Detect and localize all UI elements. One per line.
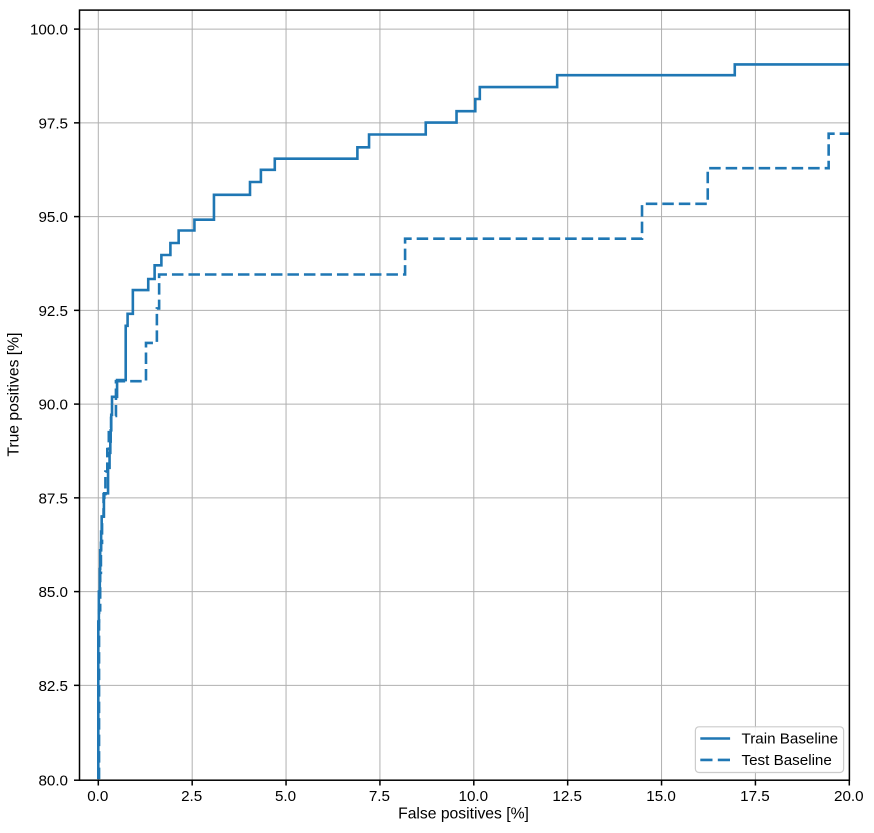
svg-text:True positives [%]: True positives [%] — [6, 333, 23, 457]
svg-text:92.5: 92.5 — [38, 303, 68, 320]
svg-text:12.5: 12.5 — [552, 788, 582, 805]
svg-text:17.5: 17.5 — [740, 788, 770, 805]
svg-text:10.0: 10.0 — [459, 788, 489, 805]
svg-text:85.0: 85.0 — [38, 584, 68, 601]
svg-text:100.0: 100.0 — [30, 22, 68, 39]
svg-text:Test Baseline: Test Baseline — [742, 752, 832, 769]
svg-text:20.0: 20.0 — [834, 788, 864, 805]
svg-text:0.0: 0.0 — [87, 788, 108, 805]
svg-text:80.0: 80.0 — [38, 773, 68, 790]
svg-text:82.5: 82.5 — [38, 678, 68, 695]
svg-text:95.0: 95.0 — [38, 209, 68, 226]
svg-text:97.5: 97.5 — [38, 115, 68, 132]
svg-text:87.5: 87.5 — [38, 490, 68, 507]
svg-text:90.0: 90.0 — [38, 397, 68, 414]
svg-text:15.0: 15.0 — [646, 788, 676, 805]
svg-text:5.0: 5.0 — [275, 788, 296, 805]
svg-text:2.5: 2.5 — [181, 788, 202, 805]
svg-text:7.5: 7.5 — [369, 788, 390, 805]
svg-text:Train Baseline: Train Baseline — [742, 731, 839, 748]
svg-text:False positives [%]: False positives [%] — [398, 806, 529, 823]
